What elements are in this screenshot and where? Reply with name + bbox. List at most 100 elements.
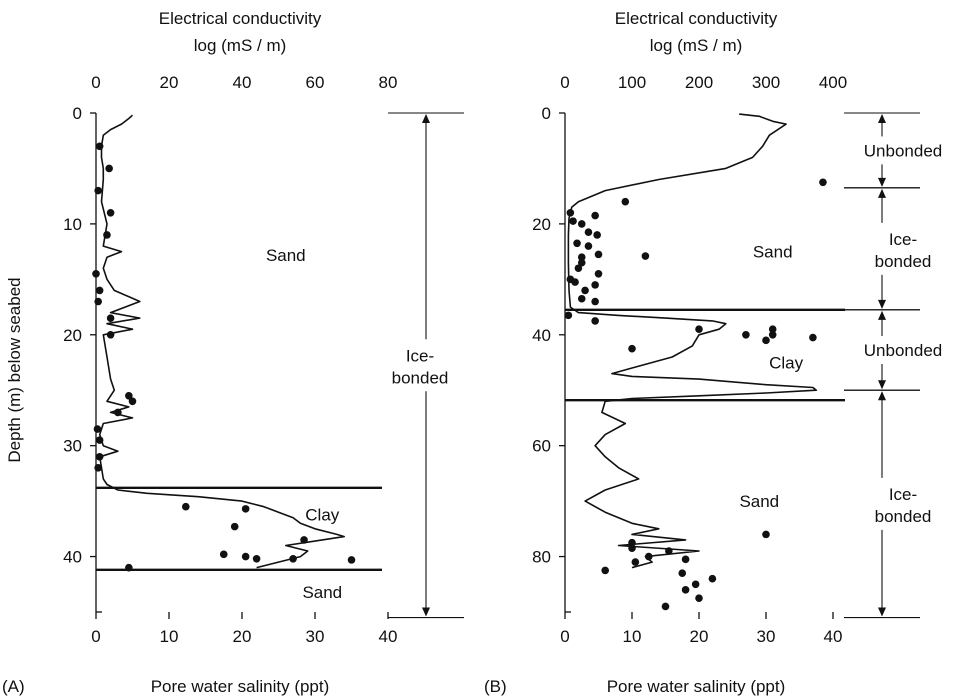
- salinity-point: [601, 566, 609, 575]
- layer-label: Clay: [305, 505, 340, 524]
- salinity-point: [566, 209, 575, 217]
- salinity-point: [584, 228, 593, 237]
- salinity-point: [573, 239, 581, 248]
- salinity-point: [591, 317, 599, 325]
- salinity-point: [641, 252, 650, 260]
- top-tick-label: 0: [91, 73, 100, 92]
- conductivity-curve: [567, 113, 818, 569]
- top-tick-label: 0: [560, 73, 569, 92]
- zone-arrowhead: [878, 607, 886, 617]
- salinity-point: [628, 544, 636, 553]
- salinity-point: [691, 580, 700, 589]
- salinity-point: [661, 602, 670, 611]
- salinity-point: [681, 555, 690, 564]
- zone-label: bonded: [875, 252, 932, 271]
- salinity-point: [644, 552, 653, 561]
- salinity-point: [665, 547, 673, 555]
- salinity-point: [93, 425, 102, 433]
- salinity-point: [594, 250, 603, 259]
- panel-b: Electrical conductivity log (mS / m) Por…: [484, 9, 942, 696]
- salinity-point: [577, 220, 586, 228]
- salinity-point: [219, 550, 228, 559]
- zone-label: Unbonded: [864, 141, 942, 160]
- salinity-point: [95, 452, 104, 461]
- salinity-point: [628, 538, 636, 547]
- zone-arrowhead: [422, 114, 430, 123]
- zone-arrowhead: [878, 299, 886, 309]
- salinity-point: [762, 530, 770, 539]
- salinity-point: [591, 211, 599, 220]
- salinity-point: [347, 556, 356, 564]
- bottom-tick-label: 10: [623, 627, 642, 646]
- bottom-tick-label: 20: [233, 627, 252, 646]
- salinity-point: [103, 231, 111, 239]
- salinity-point: [621, 197, 630, 206]
- zone-arrowhead: [878, 177, 886, 187]
- salinity-point: [94, 297, 102, 306]
- zone-label: Unbonded: [864, 341, 942, 360]
- salinity-point: [114, 408, 122, 417]
- top-axis-title-line2: log (mS / m): [650, 36, 743, 55]
- salinity-point: [125, 391, 133, 400]
- salinity-point: [95, 142, 104, 151]
- salinity-point: [94, 464, 102, 472]
- zone-arrowhead: [878, 114, 886, 123]
- zone-arrowhead: [878, 391, 886, 401]
- depth-tick-label: 20: [63, 326, 82, 345]
- bottom-tick-label: 30: [757, 627, 776, 646]
- top-tick-label: 60: [306, 73, 325, 92]
- bottom-tick-label: 30: [306, 627, 325, 646]
- salinity-point: [574, 264, 583, 273]
- salinity-point: [591, 297, 599, 306]
- salinity-point: [92, 269, 100, 278]
- salinity-point: [252, 554, 261, 563]
- salinity-point: [95, 436, 104, 444]
- salinity-point: [95, 286, 104, 295]
- salinity-point: [577, 258, 586, 267]
- salinity-point: [695, 594, 703, 602]
- top-tick-label: 300: [752, 73, 780, 92]
- bottom-tick-label: 40: [379, 627, 398, 646]
- top-tick-label: 80: [379, 73, 398, 92]
- bottom-tick-label: 10: [160, 627, 179, 646]
- salinity-point: [581, 286, 589, 295]
- layer-label: Sand: [266, 246, 306, 265]
- bottom-axis-title: Pore water salinity (ppt): [607, 677, 786, 696]
- layer-label: Clay: [769, 354, 804, 373]
- zone-arrowhead: [878, 380, 886, 390]
- salinity-point: [762, 336, 770, 345]
- layer-label: Sand: [739, 492, 779, 511]
- bottom-axis-title: Pore water salinity (ppt): [151, 677, 330, 696]
- panel-label: (A): [2, 677, 25, 696]
- salinity-point: [94, 186, 102, 195]
- salinity-point: [569, 217, 577, 225]
- depth-tick-label: 20: [532, 215, 551, 234]
- zone-arrowhead: [878, 188, 886, 198]
- salinity-point: [289, 554, 297, 563]
- salinity-point: [819, 178, 827, 187]
- zone-arrowhead: [878, 310, 886, 320]
- bottom-tick-label: 20: [690, 627, 709, 646]
- salinity-point: [105, 164, 113, 173]
- zone-label: bonded: [392, 368, 449, 387]
- salinity-point: [695, 325, 703, 334]
- zone-arrowhead: [422, 607, 430, 617]
- salinity-point: [809, 333, 817, 342]
- salinity-point: [564, 311, 573, 320]
- depth-tick-label: 60: [532, 437, 551, 456]
- bottom-tick-label: 40: [824, 627, 843, 646]
- salinity-point: [593, 231, 601, 239]
- salinity-point: [584, 242, 593, 250]
- top-tick-label: 100: [618, 73, 646, 92]
- salinity-point: [241, 505, 250, 513]
- salinity-point: [577, 294, 586, 303]
- salinity-point: [591, 281, 599, 289]
- salinity-point: [577, 253, 586, 261]
- salinity-point: [106, 330, 115, 339]
- bottom-tick-label: 0: [91, 627, 100, 646]
- depth-tick-label: 80: [532, 548, 551, 567]
- salinity-point: [300, 536, 308, 544]
- top-axis-title-line1: Electrical conductivity: [615, 9, 778, 28]
- top-axis-title-line2: log (mS / m): [194, 36, 287, 55]
